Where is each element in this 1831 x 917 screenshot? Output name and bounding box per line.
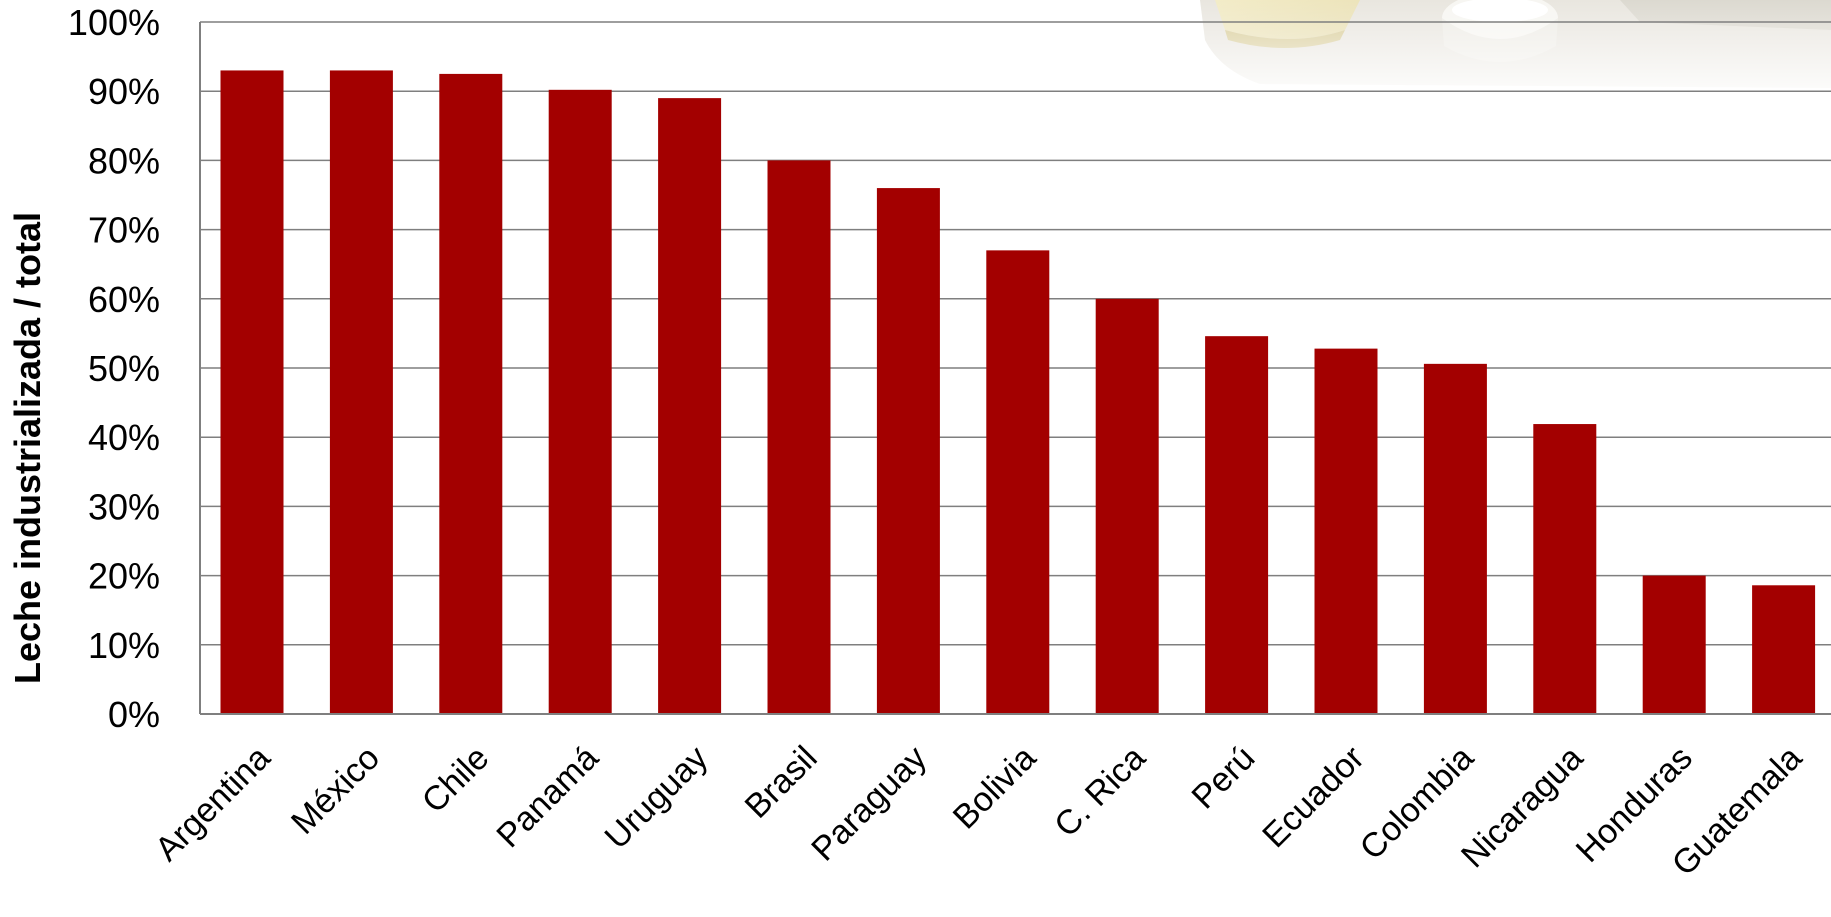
- y-tick-label: 30%: [88, 486, 160, 527]
- bar: [986, 250, 1050, 715]
- bar: [1095, 298, 1159, 714]
- y-tick-label: 70%: [88, 210, 160, 251]
- x-tick-label: México: [284, 739, 387, 842]
- bar: [439, 73, 503, 714]
- x-tick-label: Panamá: [489, 739, 605, 855]
- y-tick-labels: 0% 10% 20% 30% 40% 50% 60% 70% 80% 90% 100%: [68, 2, 160, 735]
- x-tick-label: Uruguay: [598, 739, 716, 857]
- x-tick-label: Paraguay: [804, 739, 934, 869]
- x-tick-label: C. Rica: [1047, 739, 1153, 845]
- y-tick-label: 0%: [108, 694, 160, 735]
- y-tick-label: 40%: [88, 417, 160, 458]
- bar: [1642, 575, 1706, 714]
- bar: [876, 188, 940, 714]
- y-tick-label: 90%: [88, 71, 160, 112]
- x-tick-label: Chile: [415, 739, 497, 821]
- x-tick-label: Argentina: [148, 739, 278, 869]
- y-tick-label: 80%: [88, 140, 160, 181]
- bar: [1314, 348, 1378, 714]
- bar: [1752, 585, 1816, 714]
- dairy-products-photo: [1200, 0, 1831, 88]
- x-tick-label: Bolivia: [946, 739, 1044, 837]
- bar: [767, 160, 831, 714]
- x-tick-label: Perú: [1185, 739, 1263, 817]
- y-tick-label: 10%: [88, 625, 160, 666]
- y-tick-label: 100%: [68, 2, 160, 43]
- bars: [220, 70, 1816, 715]
- bar: [329, 70, 393, 714]
- y-tick-label: 50%: [88, 348, 160, 389]
- x-tick-label: Brasil: [738, 739, 825, 826]
- bar: [220, 70, 284, 714]
- y-tick-label: 20%: [88, 556, 160, 597]
- bar: [1423, 363, 1487, 714]
- bar: [1205, 336, 1269, 714]
- y-axis-title: Leche industrializada / total: [7, 212, 48, 684]
- bar: [548, 89, 612, 715]
- bar: [1533, 424, 1597, 714]
- bar: [658, 98, 722, 715]
- y-tick-label: 60%: [88, 279, 160, 320]
